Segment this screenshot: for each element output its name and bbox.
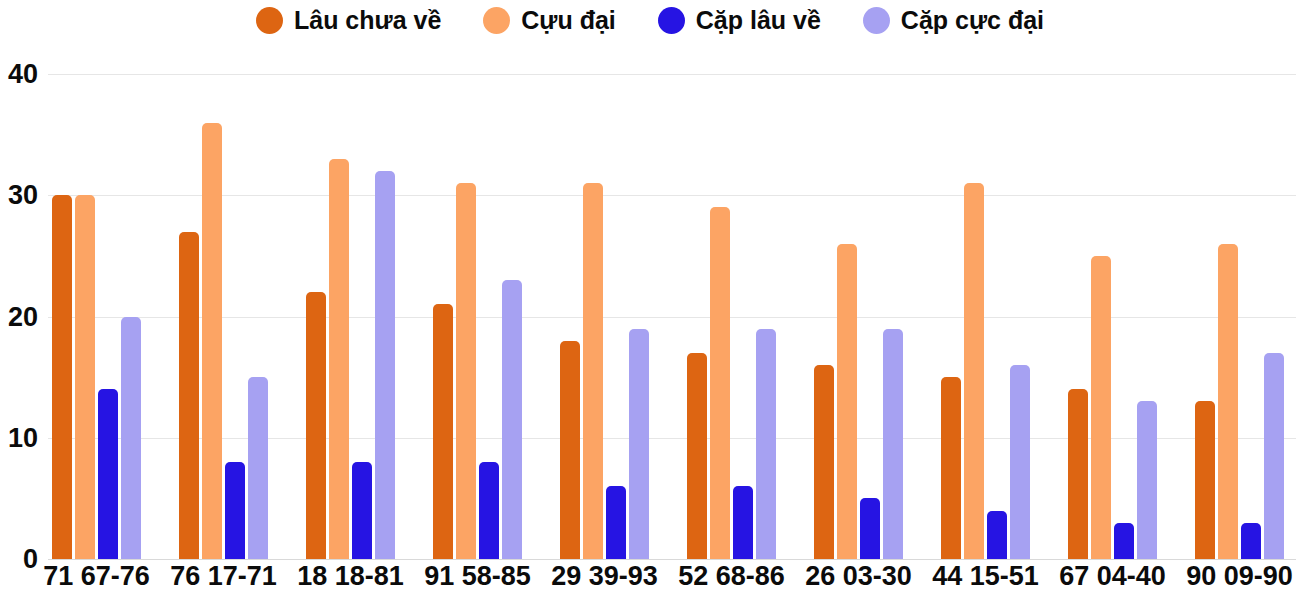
x-tick-label: 91 58-85	[433, 561, 522, 592]
x-tick-label: 71 67-76	[52, 561, 141, 592]
bar-series-2-group-4[interactable]	[456, 183, 476, 559]
bar-series-3-group-2[interactable]	[225, 462, 245, 559]
bar-series-4-group-7[interactable]	[883, 329, 903, 559]
bar-series-2-group-3[interactable]	[329, 159, 349, 559]
legend-label: Cựu đại	[521, 6, 616, 35]
bar-series-4-group-6[interactable]	[756, 329, 776, 559]
bar-series-3-group-10[interactable]	[1241, 523, 1261, 559]
bar-series-1-group-7[interactable]	[814, 365, 834, 559]
bar-series-2-group-1[interactable]	[75, 195, 95, 559]
bar-series-2-group-8[interactable]	[964, 183, 984, 559]
bar-series-1-group-1[interactable]	[52, 195, 72, 559]
bar-group-3	[306, 74, 395, 559]
x-tick-label: 44 15-51	[941, 561, 1030, 592]
bar-series-1-group-3[interactable]	[306, 292, 326, 559]
x-tick-text: 29 39-93	[551, 561, 658, 592]
x-tick-label: 67 04-40	[1068, 561, 1157, 592]
bar-group-5	[560, 74, 649, 559]
bar-series-4-group-8[interactable]	[1010, 365, 1030, 559]
bar-group-7	[814, 74, 903, 559]
bar-series-1-group-2[interactable]	[179, 232, 199, 559]
x-tick-text: 52 68-86	[678, 561, 785, 592]
bar-chart: Lâu chưa vềCựu đạiCặp lâu vềCặp cực đại …	[0, 0, 1300, 600]
bar-series-4-group-2[interactable]	[248, 377, 268, 559]
bar-series-3-group-3[interactable]	[352, 462, 372, 559]
bar-series-1-group-8[interactable]	[941, 377, 961, 559]
legend-label: Cặp lâu về	[696, 6, 821, 35]
bar-group-8	[941, 74, 1030, 559]
bar-series-4-group-3[interactable]	[375, 171, 395, 559]
x-tick-text: 26 03-30	[805, 561, 912, 592]
bar-series-2-group-5[interactable]	[583, 183, 603, 559]
legend-label: Lâu chưa về	[294, 6, 441, 35]
legend-item-3[interactable]: Cặp lâu về	[658, 6, 821, 35]
bar-series-2-group-6[interactable]	[710, 207, 730, 559]
y-tick-label: 30	[0, 180, 38, 210]
x-tick-label: 52 68-86	[687, 561, 776, 592]
bar-series-4-group-9[interactable]	[1137, 401, 1157, 559]
bar-series-3-group-8[interactable]	[987, 511, 1007, 560]
bars-container	[52, 74, 1284, 559]
bar-series-1-group-5[interactable]	[560, 341, 580, 559]
legend-swatch-icon	[863, 7, 890, 34]
bar-series-3-group-1[interactable]	[98, 389, 118, 559]
bar-group-2	[179, 74, 268, 559]
legend-item-2[interactable]: Cựu đại	[483, 6, 616, 35]
legend-swatch-icon	[483, 7, 510, 34]
x-tick-label: 29 39-93	[560, 561, 649, 592]
bar-series-4-group-10[interactable]	[1264, 353, 1284, 559]
bar-series-1-group-6[interactable]	[687, 353, 707, 559]
bar-series-2-group-10[interactable]	[1218, 244, 1238, 559]
legend-swatch-icon	[658, 7, 685, 34]
bar-series-4-group-1[interactable]	[121, 317, 141, 560]
bar-series-3-group-9[interactable]	[1114, 523, 1134, 559]
bar-series-4-group-5[interactable]	[629, 329, 649, 559]
legend-label: Cặp cực đại	[901, 6, 1044, 35]
bar-group-10	[1195, 74, 1284, 559]
bar-series-3-group-5[interactable]	[606, 486, 626, 559]
bar-group-9	[1068, 74, 1157, 559]
x-tick-label: 26 03-30	[814, 561, 903, 592]
bar-series-3-group-7[interactable]	[860, 498, 880, 559]
legend-swatch-icon	[256, 7, 283, 34]
gridline-0	[48, 559, 1296, 560]
bar-series-2-group-9[interactable]	[1091, 256, 1111, 559]
bar-series-1-group-9[interactable]	[1068, 389, 1088, 559]
x-tick-text: 44 15-51	[932, 561, 1039, 592]
bar-series-3-group-4[interactable]	[479, 462, 499, 559]
bar-series-3-group-6[interactable]	[733, 486, 753, 559]
bar-series-1-group-4[interactable]	[433, 304, 453, 559]
x-tick-label: 18 18-81	[306, 561, 395, 592]
y-tick-label: 0	[0, 544, 38, 574]
bar-group-6	[687, 74, 776, 559]
x-tick-label: 90 09-90	[1195, 561, 1284, 592]
legend-item-4[interactable]: Cặp cực đại	[863, 6, 1044, 35]
legend-item-1[interactable]: Lâu chưa về	[256, 6, 441, 35]
bar-group-4	[433, 74, 522, 559]
x-tick-text: 67 04-40	[1059, 561, 1166, 592]
bar-series-2-group-2[interactable]	[202, 123, 222, 560]
x-tick-text: 71 67-76	[43, 561, 150, 592]
x-axis: 71 67-76 76 17-71 18 18-81 91 58-85 29 39-93…	[52, 561, 1284, 592]
y-tick-label: 20	[0, 302, 38, 332]
x-tick-text: 76 17-71	[170, 561, 277, 592]
x-tick-text: 90 09-90	[1186, 561, 1293, 592]
bar-series-1-group-10[interactable]	[1195, 401, 1215, 559]
bar-group-1	[52, 74, 141, 559]
bar-series-4-group-4[interactable]	[502, 280, 522, 559]
x-tick-text: 18 18-81	[297, 561, 404, 592]
chart-legend: Lâu chưa về Cựu đại Cặp lâu về Cặp cực đại	[0, 6, 1300, 35]
y-tick-label: 40	[0, 59, 38, 89]
bar-series-2-group-7[interactable]	[837, 244, 857, 559]
x-tick-label: 76 17-71	[179, 561, 268, 592]
y-tick-label: 10	[0, 423, 38, 453]
x-tick-text: 91 58-85	[424, 561, 531, 592]
